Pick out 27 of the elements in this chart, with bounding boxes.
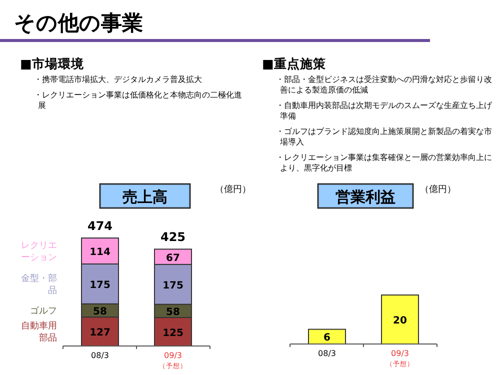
text: ■重点施策: [262, 56, 326, 71]
data-label: 67: [166, 252, 180, 264]
text: ■市場環境: [20, 56, 85, 71]
text: その他の事業: [14, 11, 143, 35]
x-tick-label: 09/3: [391, 349, 409, 358]
data-label: 175: [162, 280, 184, 292]
data-label: 58: [166, 306, 180, 318]
total-label: 425: [160, 230, 186, 244]
text: 自動車用部品: [21, 320, 57, 344]
data-label: 175: [90, 280, 110, 291]
x-tick-label: 08/3: [318, 349, 336, 358]
data-label: 127: [90, 328, 110, 339]
data-label: 58: [93, 306, 107, 318]
text: （億円）: [420, 184, 456, 195]
x-tick-label: 08/3: [91, 351, 109, 360]
text: （億円）: [215, 184, 251, 195]
data-label: 20: [393, 316, 407, 326]
text: 金型・部品: [21, 272, 57, 296]
total-label: 474: [87, 219, 113, 233]
data-label: 6: [324, 332, 331, 344]
data-label: 114: [90, 246, 110, 258]
text: ゴルフ: [30, 305, 57, 316]
chart-title: 営業利益: [336, 188, 396, 206]
text: レクリエーション: [21, 240, 57, 263]
data-label: 125: [162, 328, 184, 339]
x-tick-label: 09/3: [164, 351, 182, 360]
chart-title: 売上高: [122, 188, 168, 206]
